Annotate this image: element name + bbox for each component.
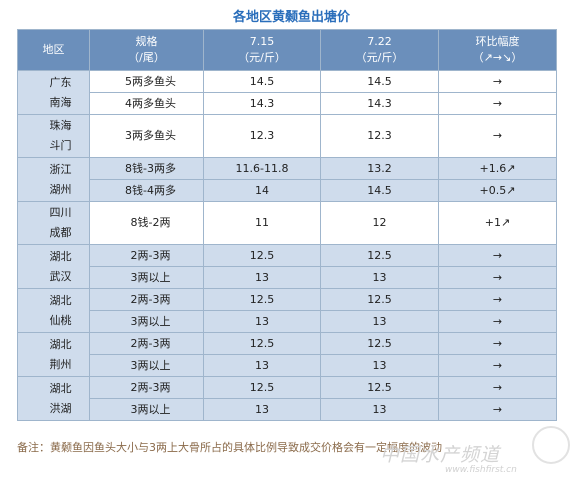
region-cell: 湖北 洪湖: [17, 376, 90, 421]
spec-cell: 2两-3两: [89, 332, 204, 355]
price-cell-date-2: 12.5: [320, 332, 439, 355]
table-row: 湖北 洪湖 2两-3两 12.5 12.5 →: [17, 376, 557, 421]
watermark-logo-icon: [532, 426, 570, 464]
table-row: 8钱-4两多 14 14.5 +0.5↗: [18, 179, 557, 202]
price-cell-date-1: 12.3: [203, 114, 321, 158]
change-cell: →: [438, 398, 557, 421]
change-cell: →: [438, 354, 557, 377]
price-cell-date-2: 13: [320, 266, 439, 289]
change-cell: →: [438, 244, 557, 267]
header-change: 环比幅度 （↗→↘）: [438, 29, 557, 71]
price-table: 地区 规格 （/尾） 7.15 （元/斤） 7.22 （元/斤） 环比幅度 （↗→↘） …: [17, 29, 557, 421]
watermark-url: www.fishfirst.cn: [445, 465, 517, 475]
price-cell-date-2: 13: [320, 398, 439, 421]
price-cell-date-2: 13: [320, 354, 439, 377]
table-row: 3两以上 13 13 →: [18, 354, 557, 377]
change-cell: →: [438, 114, 557, 158]
change-cell: →: [438, 332, 557, 355]
price-cell-date-1: 13: [203, 266, 321, 289]
price-cell-date-1: 14: [203, 179, 321, 202]
price-cell-date-2: 12.5: [320, 376, 439, 399]
price-cell-date-2: 14.5: [320, 70, 439, 93]
spec-cell: 3两以上: [89, 310, 204, 333]
change-cell: →: [438, 310, 557, 333]
price-cell-date-2: 13: [320, 310, 439, 333]
change-cell: →: [438, 70, 557, 93]
price-cell-date-2: 12: [320, 201, 439, 245]
price-cell-date-1: 12.5: [203, 332, 321, 355]
change-cell: +1↗: [438, 201, 557, 245]
price-cell-date-2: 12.3: [320, 114, 439, 158]
footnote: 备注：黄颡鱼因鱼头大小与3两上大骨所占的具体比例导致成交价格会有一定幅度的波动: [17, 441, 442, 454]
table-row: 4两多鱼头 14.3 14.3 →: [18, 92, 557, 115]
price-cell-date-1: 14.3: [203, 92, 321, 115]
change-cell: →: [438, 92, 557, 115]
spec-cell: 5两多鱼头: [89, 70, 204, 93]
table-title: 各地区黄颡鱼出塘价: [232, 10, 350, 25]
spec-cell: 8钱-3两多: [89, 157, 204, 180]
table-row: 湖北 荆州 2两-3两 12.5 12.5 →: [17, 332, 557, 377]
header-row: 地区 规格 （/尾） 7.15 （元/斤） 7.22 （元/斤） 环比幅度 （↗→↘）: [17, 29, 557, 71]
spec-cell: 3两多鱼头: [89, 114, 204, 158]
region-cell: 广东 南海: [17, 70, 90, 115]
table-row: 3两以上 13 13 →: [18, 398, 557, 421]
price-cell-date-1: 13: [203, 310, 321, 333]
table-row: 广东 南海 5两多鱼头 14.5 14.5 →: [17, 70, 557, 115]
spec-cell: 2两-3两: [89, 376, 204, 399]
price-cell-date-1: 11: [203, 201, 321, 245]
table-row: 湖北 武汉 2两-3两 12.5 12.5 →: [17, 244, 557, 289]
region-cell: 湖北 仙桃: [17, 288, 90, 333]
region-cell: 湖北 荆州: [17, 332, 90, 377]
price-cell-date-2: 14.5: [320, 179, 439, 202]
region-cell: 湖北 武汉: [17, 244, 90, 289]
price-cell-date-1: 12.5: [203, 288, 321, 311]
spec-cell: 4两多鱼头: [89, 92, 204, 115]
table-row: 四川 成都 8钱-2两 11 12 +1↗: [17, 201, 557, 245]
table-row: 浙江 湖州 8钱-3两多 11.6-11.8 13.2 +1.6↗: [17, 157, 557, 202]
price-cell-date-2: 13.2: [320, 157, 439, 180]
header-region: 地区: [17, 29, 90, 71]
spec-cell: 2两-3两: [89, 244, 204, 267]
header-date-1: 7.15 （元/斤）: [203, 29, 321, 71]
price-cell-date-1: 12.5: [203, 376, 321, 399]
spec-cell: 8钱-4两多: [89, 179, 204, 202]
change-cell: +0.5↗: [438, 179, 557, 202]
header-date-2: 7.22 （元/斤）: [320, 29, 439, 71]
change-cell: +1.6↗: [438, 157, 557, 180]
table-row: 3两以上 13 13 →: [18, 266, 557, 289]
change-cell: →: [438, 288, 557, 311]
table-row: 3两以上 13 13 →: [18, 310, 557, 333]
region-cell: 浙江 湖州: [17, 157, 90, 202]
table-row: 珠海 斗门 3两多鱼头 12.3 12.3 →: [17, 114, 557, 158]
table-row: 湖北 仙桃 2两-3两 12.5 12.5 →: [17, 288, 557, 333]
region-cell: 四川 成都: [17, 201, 90, 245]
region-cell: 珠海 斗门: [17, 114, 90, 158]
price-cell-date-2: 12.5: [320, 244, 439, 267]
price-cell-date-1: 14.5: [203, 70, 321, 93]
watermark-text: 中国水产频道: [380, 444, 501, 466]
change-cell: →: [438, 266, 557, 289]
spec-cell: 8钱-2两: [89, 201, 204, 245]
spec-cell: 3两以上: [89, 398, 204, 421]
price-cell-date-2: 12.5: [320, 288, 439, 311]
price-cell-date-1: 13: [203, 354, 321, 377]
header-spec: 规格 （/尾）: [89, 29, 204, 71]
spec-cell: 3两以上: [89, 266, 204, 289]
price-cell-date-1: 12.5: [203, 244, 321, 267]
spec-cell: 2两-3两: [89, 288, 204, 311]
change-cell: →: [438, 376, 557, 399]
spec-cell: 3两以上: [89, 354, 204, 377]
price-cell-date-1: 11.6-11.8: [203, 157, 321, 180]
price-cell-date-1: 13: [203, 398, 321, 421]
price-cell-date-2: 14.3: [320, 92, 439, 115]
